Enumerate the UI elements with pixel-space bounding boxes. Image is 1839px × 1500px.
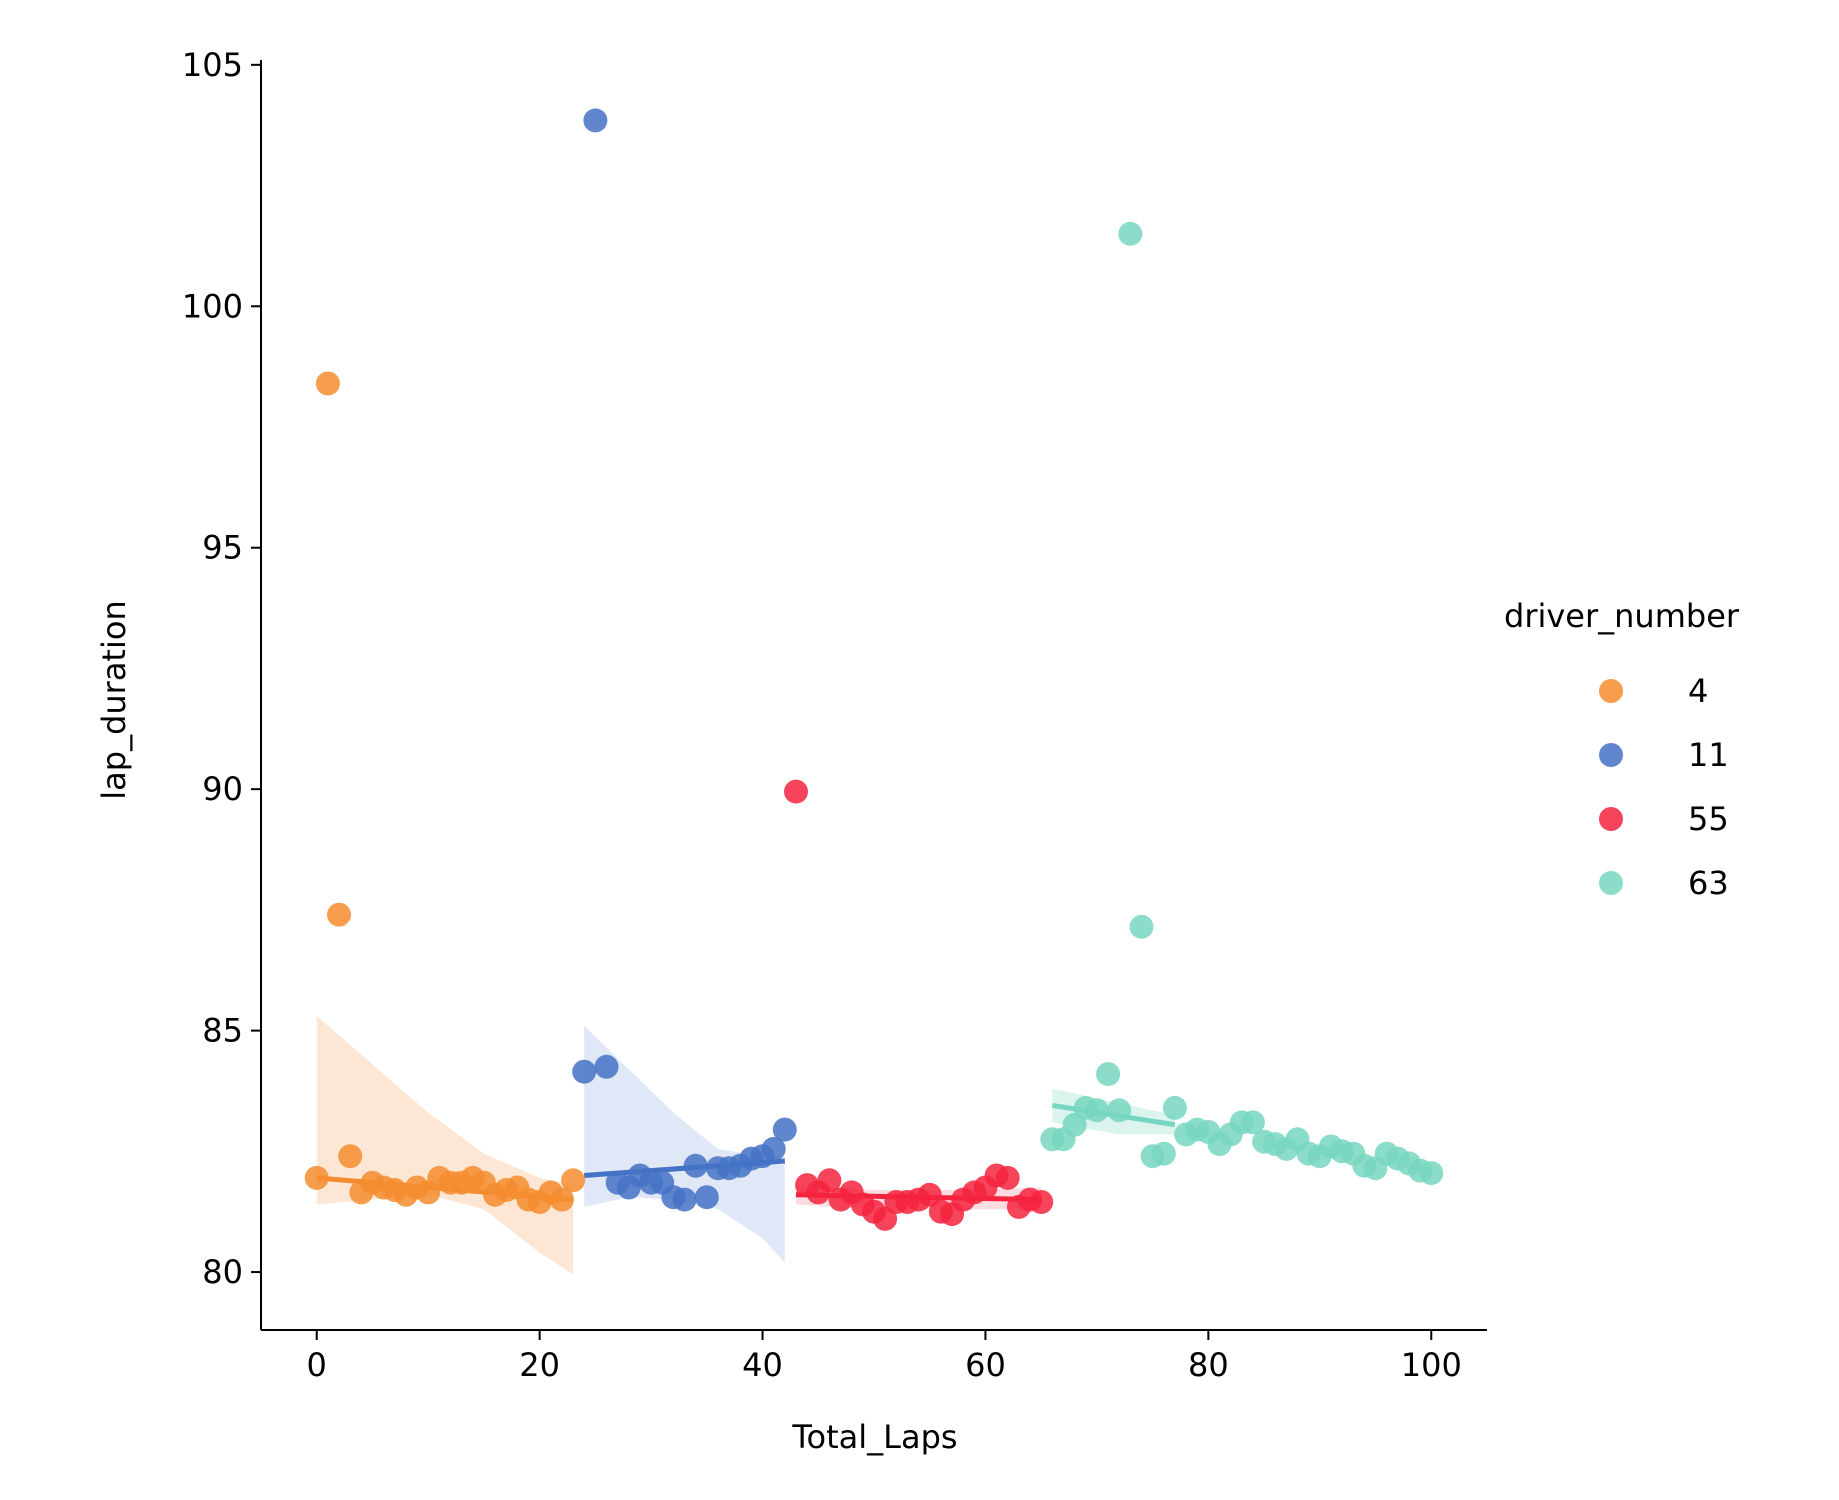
point-driver-4 bbox=[304, 1165, 329, 1190]
point-driver-11 bbox=[672, 1187, 697, 1212]
point-driver-4 bbox=[561, 1168, 586, 1193]
point-driver-63 bbox=[1162, 1095, 1187, 1120]
legend-marker-63 bbox=[1599, 871, 1623, 895]
point-driver-11 bbox=[572, 1059, 597, 1084]
y-tick-label: 90 bbox=[202, 770, 243, 808]
point-driver-11 bbox=[583, 108, 608, 133]
point-driver-4 bbox=[549, 1187, 574, 1212]
legend-label-11: 11 bbox=[1688, 736, 1729, 774]
y-axis-label: lap_duration bbox=[95, 600, 133, 799]
point-driver-11 bbox=[694, 1185, 719, 1210]
x-tick-label: 100 bbox=[1401, 1346, 1462, 1384]
axes: 0 20 40 60 80 100 80 85 90 95 100 105 bbox=[182, 46, 1487, 1384]
point-driver-55 bbox=[1029, 1190, 1054, 1214]
point-driver-55 bbox=[995, 1165, 1020, 1190]
y-tick-label: 95 bbox=[202, 529, 243, 567]
legend-title: driver_number bbox=[1504, 597, 1740, 635]
point-driver-55 bbox=[873, 1206, 898, 1231]
legend-marker-4 bbox=[1599, 679, 1623, 703]
confidence-band-11 bbox=[584, 1025, 785, 1263]
point-driver-4 bbox=[327, 902, 351, 927]
legend-label-55: 55 bbox=[1688, 800, 1729, 838]
point-driver-11 bbox=[761, 1136, 786, 1161]
point-driver-63 bbox=[1118, 221, 1143, 246]
legend-label-63: 63 bbox=[1688, 864, 1729, 902]
point-driver-55 bbox=[784, 779, 808, 804]
confidence-band-4 bbox=[316, 1016, 574, 1275]
point-driver-11 bbox=[594, 1054, 619, 1079]
x-tick-label: 60 bbox=[965, 1346, 1006, 1384]
x-tick-label: 0 bbox=[307, 1346, 327, 1384]
x-tick-label: 40 bbox=[742, 1346, 783, 1384]
point-driver-63 bbox=[1240, 1110, 1265, 1135]
point-driver-55 bbox=[817, 1168, 842, 1193]
point-driver-4 bbox=[338, 1144, 363, 1169]
point-driver-63 bbox=[1151, 1141, 1176, 1166]
y-tick-label: 105 bbox=[182, 46, 243, 84]
legend-marker-55 bbox=[1599, 807, 1623, 831]
x-tick-label: 20 bbox=[519, 1346, 560, 1384]
y-tick-label: 85 bbox=[202, 1012, 243, 1050]
legend-marker-11 bbox=[1599, 743, 1623, 767]
point-driver-55 bbox=[917, 1182, 942, 1207]
x-tick-label: 80 bbox=[1188, 1346, 1229, 1384]
point-driver-63 bbox=[1084, 1098, 1109, 1123]
point-driver-63 bbox=[1107, 1098, 1132, 1123]
point-driver-63 bbox=[1062, 1112, 1087, 1137]
y-tick-label: 80 bbox=[202, 1253, 243, 1291]
y-tick-label: 100 bbox=[182, 287, 243, 325]
point-driver-63 bbox=[1419, 1161, 1444, 1186]
legend: driver_number 4 11 55 63 bbox=[1504, 597, 1740, 902]
x-axis-label: Total_Laps bbox=[791, 1418, 957, 1456]
legend-label-4: 4 bbox=[1688, 672, 1708, 710]
point-driver-11 bbox=[772, 1117, 797, 1142]
point-driver-11 bbox=[683, 1153, 708, 1178]
point-driver-63 bbox=[1096, 1062, 1121, 1087]
data-points bbox=[304, 108, 1444, 1231]
point-driver-63 bbox=[1129, 914, 1154, 939]
point-driver-4 bbox=[315, 371, 340, 396]
